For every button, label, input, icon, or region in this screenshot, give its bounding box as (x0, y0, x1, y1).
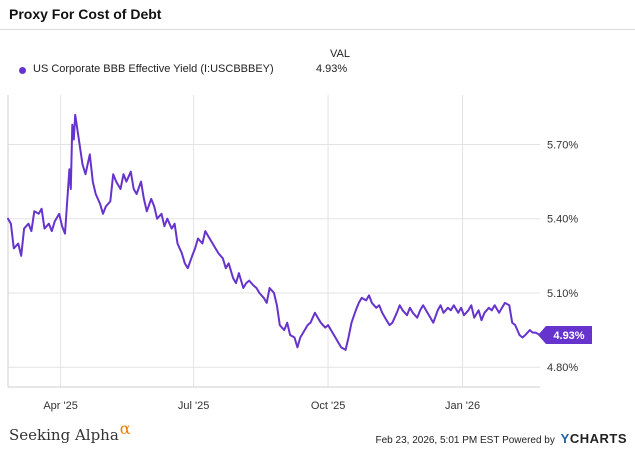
x-tick-label: Oct '25 (311, 400, 346, 412)
last-value-badge-shape (538, 326, 592, 345)
x-tick-label: Jul '25 (178, 400, 209, 412)
y-tick-label: 5.40% (547, 214, 578, 226)
line-chart[interactable]: 4.80% 5.10% 5.40% 5.70% Apr '25 Jul '25 Oct '… (0, 85, 635, 415)
x-tick-label: Jan '26 (445, 400, 480, 412)
legend: VAL US Corporate BBB Effective Yield (I:… (0, 46, 635, 82)
ycharts-logo-text: CHARTS (569, 431, 627, 446)
seeking-alpha-logo: Seeking Alphaα (9, 419, 131, 444)
y-tick-label: 4.80% (547, 362, 578, 374)
series-line (7, 113, 541, 351)
legend-dot-icon (19, 67, 26, 74)
alpha-mark-icon: α (119, 419, 131, 438)
last-value-badge-label: 4.93% (553, 330, 584, 342)
footer-attribution: Feb 23, 2026, 5:01 PM EST Powered by YCH… (376, 431, 628, 446)
legend-series-value: 4.93% (316, 63, 348, 75)
y-axis: 4.80% 5.10% 5.40% 5.70% (547, 139, 578, 374)
last-value-badge: 4.93% (538, 326, 592, 345)
brand-name: Seeking Alpha (9, 426, 119, 444)
chart-title: Proxy For Cost of Debt (9, 6, 162, 22)
x-axis: Apr '25 Jul '25 Oct '25 Jan '26 (43, 400, 480, 412)
x-tick-label: Apr '25 (43, 400, 78, 412)
plot-frame (7, 95, 540, 388)
footer-powered-by: Powered by (502, 435, 555, 446)
y-tick-label: 5.70% (547, 139, 578, 151)
legend-series-label: US Corporate BBB Effective Yield (I:USCB… (33, 63, 274, 75)
series-layer (7, 113, 541, 351)
legend-value-header: VAL (330, 48, 350, 60)
y-tick-label: 5.10% (547, 288, 578, 300)
ycharts-y-mark: Y (560, 431, 570, 446)
title-divider (0, 29, 635, 30)
grid-layer (8, 95, 540, 387)
ycharts-logo[interactable]: YCHARTS (561, 431, 627, 446)
footer-timestamp: Feb 23, 2026, 5:01 PM EST (375, 435, 500, 446)
